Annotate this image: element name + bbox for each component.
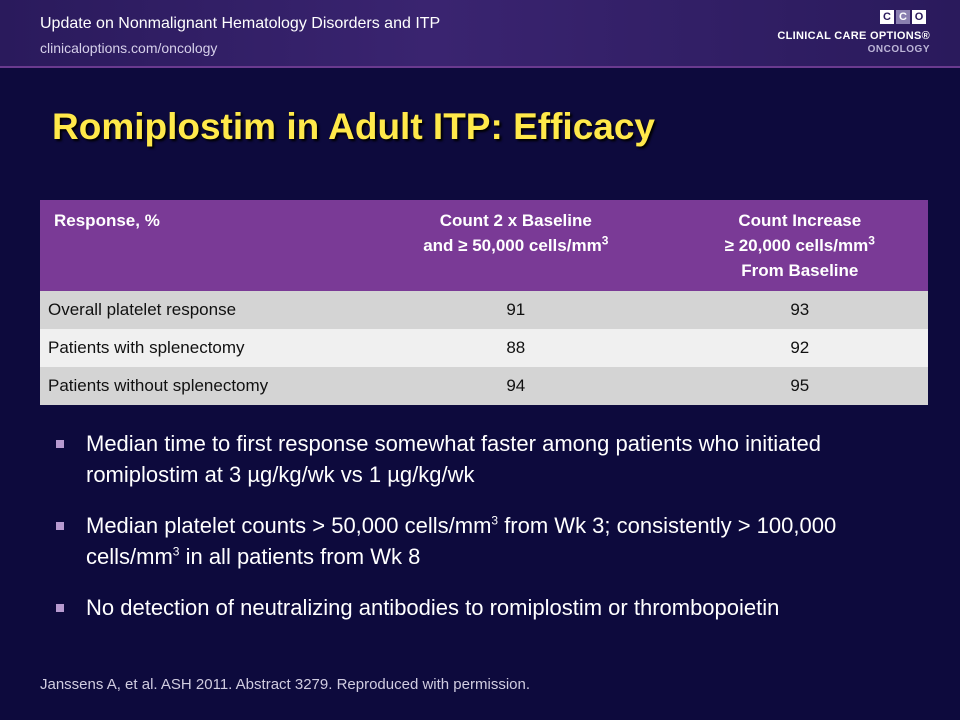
efficacy-table: Response, % Count 2 x Baseline and ≥ 50,… <box>40 200 928 405</box>
header-count-2x-sup: 3 <box>601 233 609 248</box>
logo-boxes: C C O <box>880 10 926 24</box>
logo-letter-2: C <box>896 10 910 24</box>
logo-letter-1: C <box>880 10 894 24</box>
table-row: Overall platelet response 91 93 <box>40 291 928 329</box>
header-count-2x: Count 2 x Baseline and ≥ 50,000 cells/mm… <box>360 200 672 291</box>
square-bullet-icon <box>56 522 64 530</box>
citation-footnote: Janssens A, et al. ASH 2011. Abstract 32… <box>40 676 530 693</box>
bullet-text-part: Median platelet counts > 50,000 cells/mm <box>86 513 492 538</box>
table-row: Patients without splenectomy 94 95 <box>40 367 928 405</box>
table-header-row: Response, % Count 2 x Baseline and ≥ 50,… <box>40 200 928 291</box>
bullet-sup: 3 <box>172 544 180 559</box>
row-value-count-increase: 93 <box>671 291 928 329</box>
header-count-increase-line3: From Baseline <box>741 261 859 280</box>
header-count-2x-line2: and ≥ 50,000 cells/mm <box>423 236 602 255</box>
header-count-increase-line2: ≥ 20,000 cells/mm <box>724 236 869 255</box>
bullet-text: Median time to first response somewhat f… <box>86 431 821 487</box>
bullet-text-part: in all patients from Wk 8 <box>179 544 421 569</box>
header-count-increase-sup: 3 <box>868 233 875 248</box>
header-url: clinicaloptions.com/oncology <box>40 40 218 56</box>
square-bullet-icon <box>56 440 64 448</box>
slide-title: Romiplostim in Adult ITP: Efficacy <box>52 106 656 147</box>
row-value-count-increase: 95 <box>671 367 928 405</box>
bullet-item: Median platelet counts > 50,000 cells/mm… <box>52 510 912 572</box>
bullet-list: Median time to first response somewhat f… <box>52 428 912 643</box>
row-value-count-2x: 94 <box>360 367 672 405</box>
bullet-item: Median time to first response somewhat f… <box>52 428 912 490</box>
logo-letter-3: O <box>912 10 926 24</box>
header-bar: Update on Nonmalignant Hematology Disord… <box>0 0 960 68</box>
header-title: Update on Nonmalignant Hematology Disord… <box>40 15 441 32</box>
row-value-count-2x: 91 <box>360 291 672 329</box>
row-label: Patients without splenectomy <box>40 367 360 405</box>
logo-text-line2: ONCOLOGY <box>867 44 930 55</box>
bullet-sup: 3 <box>491 513 499 528</box>
square-bullet-icon <box>56 604 64 612</box>
bullet-item: No detection of neutralizing antibodies … <box>52 592 912 623</box>
bullet-text-part: from Wk 3; consistently > 100,000 cells/… <box>86 513 837 569</box>
row-value-count-2x: 88 <box>360 329 672 367</box>
header-count-increase-line1: Count Increase <box>738 211 862 230</box>
row-label: Patients with splenectomy <box>40 329 360 367</box>
logo-text-line1: CLINICAL CARE OPTIONS® <box>777 30 930 42</box>
header-count-2x-line1: Count 2 x Baseline <box>439 211 592 230</box>
bullet-text: No detection of neutralizing antibodies … <box>86 595 780 620</box>
cco-logo: C C O CLINICAL CARE OPTIONS® ONCOLOGY <box>777 8 940 60</box>
row-label: Overall platelet response <box>40 291 360 329</box>
header-count-increase: Count Increase ≥ 20,000 cells/mm3 From B… <box>671 200 928 291</box>
row-value-count-increase: 92 <box>671 329 928 367</box>
table-row: Patients with splenectomy 88 92 <box>40 329 928 367</box>
header-response: Response, % <box>40 200 360 291</box>
bullet-text: Median platelet counts > 50,000 cells/mm… <box>86 513 836 569</box>
